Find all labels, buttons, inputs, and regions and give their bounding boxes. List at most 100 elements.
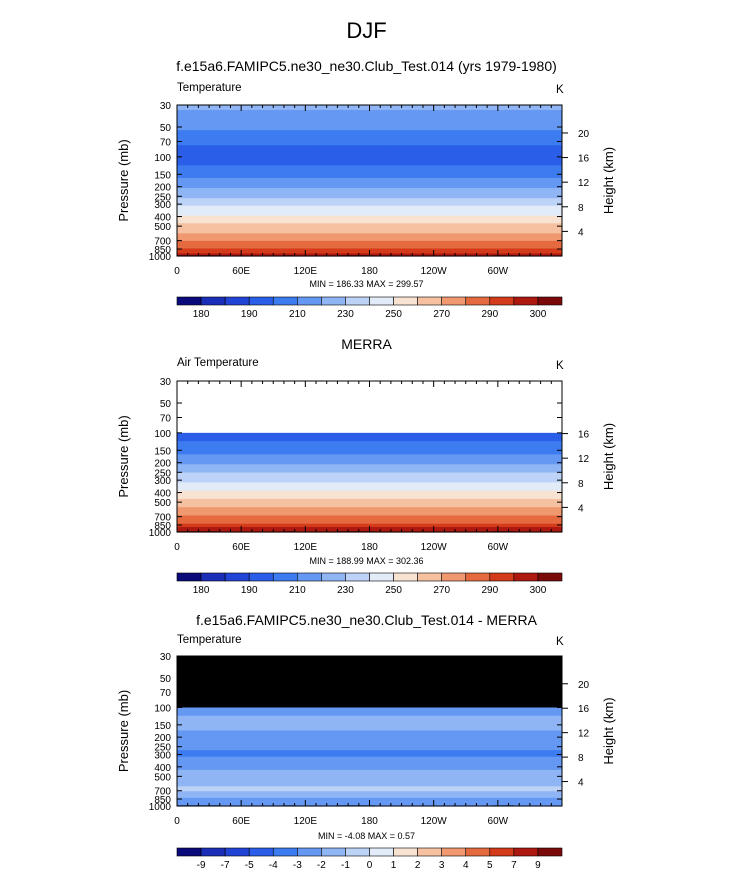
- units-label: K: [556, 636, 564, 648]
- longitude-tick-label: 180: [361, 542, 378, 553]
- contour-band: [177, 137, 562, 141]
- contour-band: [177, 145, 562, 149]
- contour-band: [177, 132, 562, 136]
- panel-title: MERRA: [341, 336, 392, 352]
- contour-band: [177, 776, 562, 779]
- longitude-tick-label: 120W: [421, 266, 448, 277]
- height-tick-label: 8: [578, 753, 584, 764]
- contour-band: [177, 162, 562, 166]
- pressure-tick-label: 70: [160, 413, 172, 424]
- colorbar-label: 230: [337, 309, 354, 320]
- pressure-tick-label: 150: [154, 170, 171, 181]
- contour-band: [177, 467, 562, 470]
- colorbar-label: -9: [197, 860, 206, 871]
- variable-label: Temperature: [177, 82, 242, 94]
- pressure-tick-label: 850: [154, 795, 171, 806]
- contour-band: [177, 482, 562, 485]
- page-title: DJF: [346, 18, 387, 43]
- contour-band: [177, 437, 562, 441]
- contour-band: [177, 175, 562, 179]
- contour-band: [177, 434, 562, 437]
- y-axis-label: Pressure (mb): [116, 690, 131, 772]
- contour-band: [177, 470, 562, 474]
- pressure-tick-label: 50: [160, 674, 172, 685]
- pressure-tick-label: 700: [154, 787, 171, 798]
- contour-band: [177, 464, 562, 467]
- pressure-tick-label: 30: [160, 377, 172, 388]
- pressure-tick-label: 250: [154, 743, 171, 754]
- contour-band: [177, 725, 562, 728]
- colorbar-segment: [224, 847, 250, 857]
- contour-band: [177, 160, 562, 164]
- contour-band: [177, 465, 562, 469]
- contour-band: [177, 738, 562, 741]
- pressure-tick-label: 300: [154, 200, 171, 211]
- pressure-tick-label: 100: [154, 429, 171, 440]
- contour-band: [177, 515, 562, 518]
- contour-band: [177, 475, 562, 479]
- longitude-tick-label: 60W: [488, 266, 509, 277]
- contour-band: [177, 787, 562, 791]
- contour-band: [177, 172, 562, 177]
- contour-band: [177, 710, 562, 714]
- contour-band: [177, 223, 562, 227]
- contour-band: [177, 140, 562, 144]
- height-tick-label: 16: [578, 430, 590, 441]
- contour-band: [177, 183, 562, 187]
- contour-band: [177, 715, 562, 718]
- contour-band: [177, 220, 562, 224]
- contour-band: [177, 505, 562, 508]
- colorbar-label: 4: [463, 860, 469, 871]
- colorbar-label: 290: [481, 585, 498, 596]
- contour-band: [177, 768, 562, 771]
- colorbar-segment: [321, 847, 346, 857]
- height-tick-label: 12: [578, 729, 590, 740]
- colorbar-label: 7: [511, 860, 517, 871]
- contour-band: [177, 130, 562, 134]
- contour-band: [177, 748, 562, 751]
- contour-band: [177, 740, 562, 743]
- contour-band: [177, 198, 562, 202]
- contour-band: [177, 733, 562, 737]
- colorbar-label: 2: [415, 860, 421, 871]
- longitude-tick-label: 180: [361, 266, 378, 277]
- longitude-tick-label: 0: [174, 542, 180, 553]
- contour-band: [177, 444, 562, 447]
- contour-band: [177, 432, 562, 436]
- min-max-stats: MIN = -4.08 MAX = 0.57: [317, 831, 416, 841]
- contour-band: [177, 774, 562, 778]
- contour-band: [177, 115, 562, 119]
- contour-band: [177, 728, 562, 732]
- contour-band: [177, 797, 562, 801]
- colorbar-segment: [537, 296, 563, 306]
- contour-band: [177, 495, 562, 498]
- contour-band: [177, 758, 562, 761]
- height-tick-label: 4: [578, 503, 584, 514]
- contour-band: [177, 786, 562, 789]
- colorbar-label: 300: [530, 309, 547, 320]
- contour-band: [177, 522, 562, 525]
- contour-band: [177, 487, 562, 490]
- pressure-tick-label: 500: [154, 498, 171, 509]
- pressure-tick-label: 700: [154, 513, 171, 524]
- contour-band: [177, 117, 562, 121]
- contour-band: [177, 784, 562, 787]
- colorbar-segment: [393, 847, 418, 857]
- longitude-tick-label: 180: [361, 816, 378, 827]
- colorbar-label: 0: [367, 860, 373, 871]
- contour-band: [177, 518, 562, 522]
- colorbar-segment: [537, 847, 563, 857]
- pressure-tick-label: 30: [160, 652, 172, 663]
- contour-band: [177, 745, 562, 748]
- contour-band: [177, 520, 562, 523]
- contour-band: [177, 170, 562, 174]
- contour-band: [177, 756, 562, 759]
- height-tick-label: 4: [578, 227, 584, 238]
- pressure-tick-label: 70: [160, 137, 172, 148]
- colorbar-label: -3: [293, 860, 302, 871]
- pressure-tick-label: 400: [154, 213, 171, 224]
- colorbar-segment: [513, 847, 539, 857]
- colorbar-segment: [176, 847, 202, 857]
